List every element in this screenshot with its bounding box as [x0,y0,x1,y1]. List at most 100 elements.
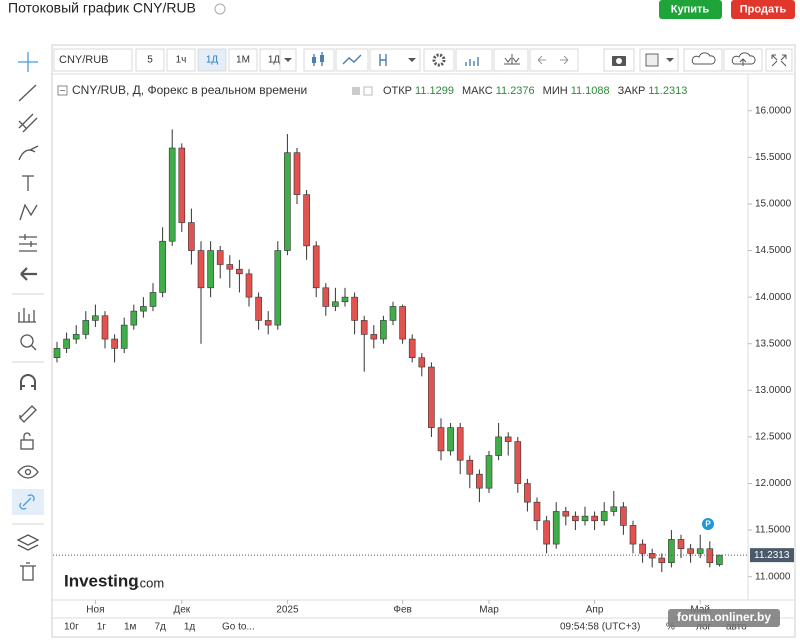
magnet-tool[interactable] [20,374,36,390]
crosshair-tool[interactable] [18,52,38,72]
candle-body [120,324,128,349]
y-tick-label: 16.0000 [755,105,792,116]
candle-body [303,194,310,247]
interval-label: 1Д [206,55,219,66]
candle-body [188,222,195,251]
ohlc-key: МАКС [462,85,493,97]
candle-body [639,543,646,554]
layers-tool[interactable] [16,534,40,551]
candle-body [495,436,502,456]
candle-body [706,548,714,564]
trash-tool[interactable] [20,562,36,581]
range-button[interactable]: 1г [97,622,107,633]
buy-button[interactable] [659,0,722,19]
zoom-tool[interactable] [18,308,36,323]
candle-body [552,511,560,545]
candle-body [648,553,656,559]
compare-button[interactable] [369,48,421,72]
candle-body [360,320,368,335]
candle-body [351,296,358,321]
link-tool[interactable] [19,494,35,510]
range-buttons: 10г 1г 1м 7д 1д [64,622,195,633]
scale-option[interactable]: % [666,622,675,633]
interval-button[interactable] [228,48,258,72]
collapse-icon[interactable] [57,85,68,96]
candle-body [437,427,445,452]
candle-body [543,520,550,545]
ohlc-value: 11.1299 [415,85,454,97]
ohlc-key: ОТКР [383,85,412,97]
fib-tool[interactable] [18,113,38,133]
range-button[interactable]: 10г [64,622,79,633]
brush-tool[interactable] [18,145,39,161]
studies-button[interactable] [455,48,493,72]
candle-body [408,338,416,359]
scale-option[interactable]: авто [726,622,747,633]
y-tick-label: 14.5000 [755,245,792,256]
candle-body [264,320,272,326]
y-tick-label: 13.0000 [755,385,792,396]
candle-body [63,338,70,349]
candle-body [399,306,406,340]
ohlc-key: ЗАКР [618,85,646,97]
ohlc-key: МИН [543,85,568,97]
candle-body [341,296,349,303]
lock-tool[interactable] [20,439,34,450]
balance-button[interactable] [493,48,529,72]
settings-button[interactable] [423,48,455,72]
measure-tool[interactable] [19,234,37,252]
range-button[interactable]: 1м [124,622,137,633]
undo-redo[interactable] [529,48,579,72]
back-tool[interactable] [20,267,37,281]
candle-body [447,427,454,452]
x-tick-label: Фев [393,605,411,616]
interval-button[interactable] [135,48,165,72]
left-toolbar [12,52,44,581]
chart-title: CNY/RUB, Д, Форекс в реальном времени [72,83,307,97]
candle-body [72,334,80,340]
sell-button[interactable] [731,0,795,19]
ohlc-value: 11.2313 [648,85,687,97]
candle-body [293,152,301,195]
cloud-load[interactable] [683,48,723,72]
symbol-box[interactable] [53,48,133,72]
eye-tool[interactable] [17,465,39,479]
range-button[interactable]: 7д [154,622,166,633]
link-tool-bg[interactable] [12,489,44,515]
range-button[interactable]: 1д [184,622,196,633]
goto-button[interactable]: Go to... [222,622,255,633]
candle-body [533,501,541,522]
interval-button[interactable] [166,48,196,72]
info-icon[interactable] [214,3,226,15]
candle-type-button[interactable] [303,48,335,72]
fullscreen-button[interactable] [765,48,793,72]
candle-body [389,306,397,321]
line-tool[interactable] [18,84,37,102]
magnifier-tool[interactable] [20,334,34,348]
y-tick-label: 12.5000 [755,432,792,443]
y-tick-label: 12.0000 [755,478,792,489]
pen-lock-tool[interactable] [19,405,37,423]
y-ticks: 11.0000 11.5000 12.0000 12.5000 13.0000 13.50… [748,105,792,582]
candle-body [620,506,627,526]
pattern-tool[interactable] [19,203,38,221]
candle-body [159,240,166,293]
symbol-text: CNY/RUB [59,54,109,66]
y-tick-label: 13.5000 [755,338,792,349]
candle-body [629,525,637,545]
candle-body [504,436,512,442]
event-marker[interactable] [702,518,714,530]
text-tool[interactable] [22,175,34,191]
candle-body [236,268,243,275]
candle-body [658,557,666,564]
logo: Investing [64,571,139,590]
scale-option[interactable]: лог [696,622,712,633]
logo-suffix: .com [136,575,164,590]
interval-label: 5 [147,55,153,66]
candle-body [255,296,262,321]
last-price-label: 11.2313 [754,550,790,561]
legend-icon [363,86,373,96]
x-tick-label: Апр [586,605,604,616]
interval-button[interactable] [197,48,227,72]
